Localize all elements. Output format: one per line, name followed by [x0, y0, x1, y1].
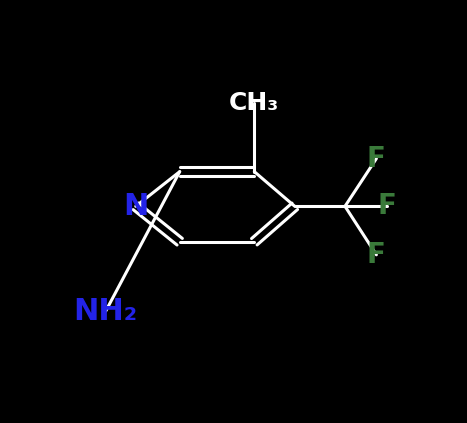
Text: F: F [367, 241, 386, 269]
Text: CH₃: CH₃ [229, 91, 279, 115]
Text: F: F [377, 192, 396, 220]
Text: NH₂: NH₂ [74, 297, 138, 326]
Text: F: F [367, 145, 386, 173]
Text: N: N [123, 192, 149, 221]
